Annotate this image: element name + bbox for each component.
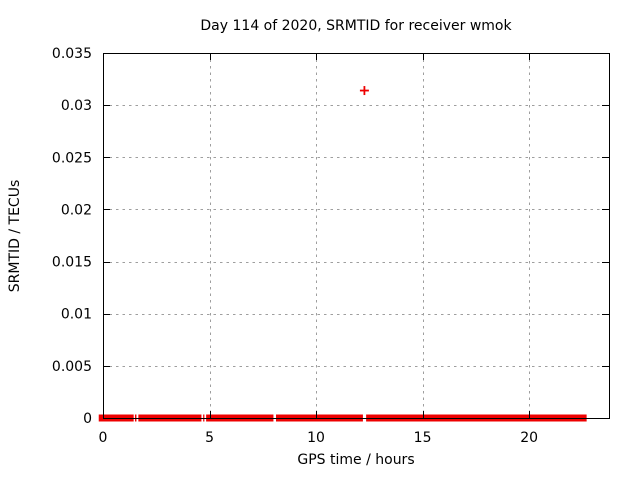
y-tick-label: 0 [83,411,92,427]
x-tick-label: 5 [205,430,214,446]
y-tick-label: 0.02 [61,202,92,218]
plot-border [103,53,610,419]
y-tick-label: 0.015 [52,255,92,271]
x-tick-label: 10 [307,430,325,446]
y-tick-label: 0.035 [52,46,92,62]
chart-title: Day 114 of 2020, SRMTID for receiver wmo… [200,18,512,34]
y-tick-label: 0.01 [61,307,92,323]
y-tick-label: 0.03 [61,98,92,114]
x-tick-label: 20 [520,430,538,446]
x-tick-label: 15 [414,430,432,446]
x-axis-label: GPS time / hours [297,452,415,468]
y-axis-label: SRMTID / TECUs [7,179,23,293]
y-tick-label: 0.025 [52,150,92,166]
x-tick-label: 0 [99,430,108,446]
y-tick-label: 0.005 [52,359,92,375]
